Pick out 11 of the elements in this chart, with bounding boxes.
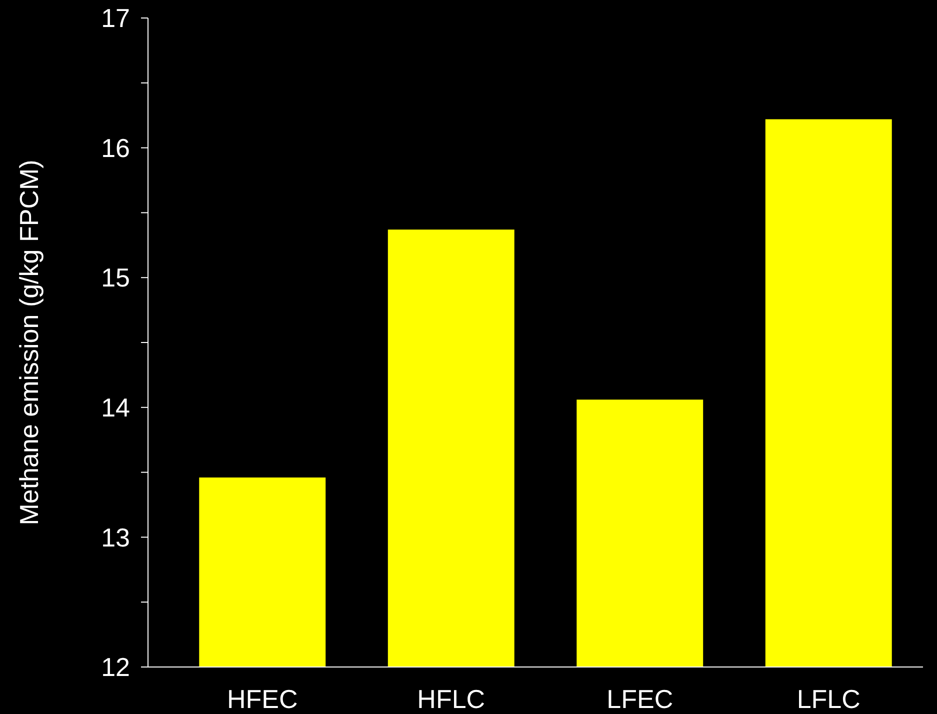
y-axis-title: Methane emission (g/kg FPCM)	[14, 160, 44, 526]
y-tick-label: 17	[101, 3, 130, 34]
x-tick-label: LFEC	[606, 684, 674, 714]
y-tick-label: 14	[101, 392, 130, 422]
y-tick-label: 13	[101, 522, 130, 552]
y-tick-label: 16	[101, 132, 130, 163]
x-tick-label: HFEC	[226, 684, 298, 714]
y-tick-label: 15	[101, 262, 130, 293]
y-tick-label: 12	[101, 652, 130, 682]
x-tick-label: HFLC	[417, 684, 486, 714]
x-tick-label: LFLC	[796, 684, 860, 714]
